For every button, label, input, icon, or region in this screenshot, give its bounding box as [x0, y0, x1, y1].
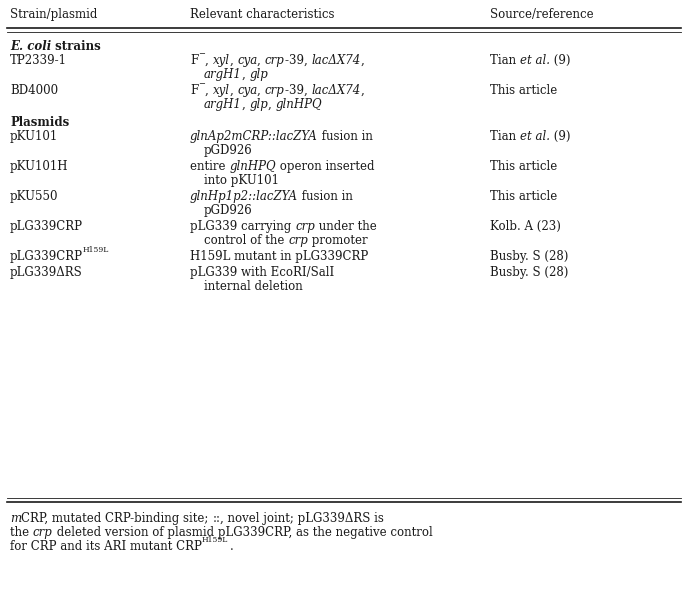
Text: -39,: -39,: [285, 54, 311, 67]
Text: This article: This article: [490, 160, 557, 173]
Text: m: m: [10, 512, 21, 525]
Text: E. coli: E. coli: [10, 40, 51, 53]
Text: −: −: [198, 50, 205, 58]
Text: Tian: Tian: [490, 130, 520, 143]
Text: internal deletion: internal deletion: [204, 280, 303, 293]
Text: −: −: [198, 80, 205, 88]
Text: pKU550: pKU550: [10, 190, 58, 203]
Text: operon inserted: operon inserted: [276, 160, 374, 173]
Text: F: F: [190, 54, 198, 67]
Text: glnAp2mCRP::lacZYA: glnAp2mCRP::lacZYA: [190, 130, 318, 143]
Text: strains: strains: [51, 40, 101, 53]
Text: ,: ,: [230, 84, 237, 97]
Text: ,: ,: [268, 98, 276, 111]
Text: ,: ,: [257, 84, 265, 97]
Text: glp: glp: [249, 68, 268, 81]
Text: Plasmids: Plasmids: [10, 116, 69, 129]
Text: glnHPQ: glnHPQ: [229, 160, 276, 173]
Text: pLG339 carrying: pLG339 carrying: [190, 220, 295, 233]
Text: Kolb. A (23): Kolb. A (23): [490, 220, 561, 233]
Text: into pKU101: into pKU101: [204, 174, 279, 187]
Text: glnHPQ: glnHPQ: [276, 98, 322, 111]
Text: This article: This article: [490, 84, 557, 97]
Text: crp: crp: [295, 220, 314, 233]
Text: et al.: et al.: [520, 130, 550, 143]
Text: under the: under the: [314, 220, 376, 233]
Text: pLG339CRP: pLG339CRP: [10, 250, 83, 263]
Text: pGD926: pGD926: [204, 204, 252, 217]
Text: xyl: xyl: [213, 84, 230, 97]
Text: BD4000: BD4000: [10, 84, 58, 97]
Text: ,: ,: [205, 84, 213, 97]
Text: argH1: argH1: [204, 68, 242, 81]
Text: fusion in: fusion in: [318, 130, 373, 143]
Text: cya: cya: [237, 54, 257, 67]
Text: H159L mutant in pLG339CRP: H159L mutant in pLG339CRP: [190, 250, 368, 263]
Text: glnHp1p2::lacZYA: glnHp1p2::lacZYA: [190, 190, 298, 203]
Text: pLG339 with EcoRI/SalI: pLG339 with EcoRI/SalI: [190, 266, 334, 279]
Text: ,: ,: [242, 98, 249, 111]
Text: promoter: promoter: [308, 234, 367, 247]
Text: ,: ,: [257, 54, 265, 67]
Text: Tian: Tian: [490, 54, 520, 67]
Text: -39,: -39,: [285, 84, 311, 97]
Text: fusion in: fusion in: [298, 190, 353, 203]
Text: entire: entire: [190, 160, 229, 173]
Text: argH1: argH1: [204, 98, 242, 111]
Text: Relevant characteristics: Relevant characteristics: [190, 8, 334, 21]
Text: ,: ,: [230, 54, 237, 67]
Text: F: F: [190, 84, 198, 97]
Text: (9): (9): [550, 54, 570, 67]
Text: ,: ,: [242, 68, 249, 81]
Text: the: the: [10, 526, 33, 539]
Text: crp: crp: [33, 526, 52, 539]
Text: pLG339CRP: pLG339CRP: [10, 220, 83, 233]
Text: et al.: et al.: [520, 54, 550, 67]
Text: ::: ::: [213, 512, 220, 525]
Text: ,: ,: [205, 54, 213, 67]
Text: TP2339-1: TP2339-1: [10, 54, 67, 67]
Text: H159L: H159L: [202, 536, 228, 544]
Text: pKU101: pKU101: [10, 130, 58, 143]
Text: , novel joint; pLG339ΔRS is: , novel joint; pLG339ΔRS is: [220, 512, 384, 525]
Text: CRP, mutated CRP-binding site;: CRP, mutated CRP-binding site;: [21, 512, 213, 525]
Text: .: .: [230, 540, 234, 553]
Text: Busby. S (28): Busby. S (28): [490, 266, 568, 279]
Text: pKU101H: pKU101H: [10, 160, 69, 173]
Text: cya: cya: [237, 84, 257, 97]
Text: pGD926: pGD926: [204, 144, 252, 157]
Text: xyl: xyl: [213, 54, 230, 67]
Text: lacΔX74: lacΔX74: [311, 84, 361, 97]
Text: for CRP and its ARI mutant CRP: for CRP and its ARI mutant CRP: [10, 540, 202, 553]
Text: crp: crp: [288, 234, 308, 247]
Text: ,: ,: [361, 84, 364, 97]
Text: Source/reference: Source/reference: [490, 8, 594, 21]
Text: control of the: control of the: [204, 234, 288, 247]
Text: pLG339ΔRS: pLG339ΔRS: [10, 266, 83, 279]
Text: ,: ,: [361, 54, 364, 67]
Text: Busby. S (28): Busby. S (28): [490, 250, 568, 263]
Text: crp: crp: [265, 84, 285, 97]
Text: Strain/plasmid: Strain/plasmid: [10, 8, 98, 21]
Text: This article: This article: [490, 190, 557, 203]
Text: lacΔX74: lacΔX74: [311, 54, 361, 67]
Text: deleted version of plasmid pLG339CRP, as the negative control: deleted version of plasmid pLG339CRP, as…: [52, 526, 432, 539]
Text: crp: crp: [265, 54, 285, 67]
Text: H159L: H159L: [83, 246, 109, 254]
Text: glp: glp: [249, 98, 268, 111]
Text: (9): (9): [550, 130, 570, 143]
